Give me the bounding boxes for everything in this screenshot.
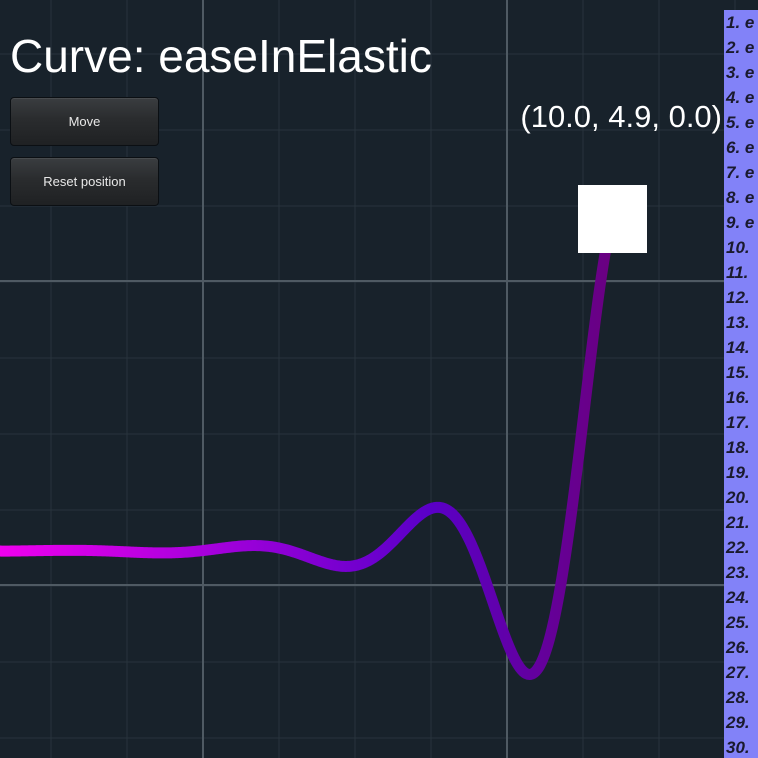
easing-list-item[interactable]: 21.: [726, 513, 750, 532]
easing-list-item[interactable]: 27.: [726, 663, 750, 682]
easing-list-item[interactable]: 6. e: [726, 138, 755, 157]
reset-position-button[interactable]: Reset position: [10, 157, 159, 206]
easing-list-item[interactable]: 9. e: [726, 213, 755, 232]
easing-curve: [0, 214, 618, 680]
easing-list-item[interactable]: 7. e: [726, 163, 755, 182]
easing-list-item[interactable]: 15.: [726, 363, 750, 382]
easing-list-item[interactable]: 19.: [726, 463, 750, 482]
easing-list-item[interactable]: 22.: [726, 538, 750, 557]
easing-list-item[interactable]: 1. e: [726, 13, 755, 32]
easing-list-item[interactable]: 18.: [726, 438, 750, 457]
curve-title: Curve: easeInElastic: [10, 30, 432, 82]
easing-list-item[interactable]: 4. e: [726, 88, 755, 107]
moving-cube-marker: [578, 185, 647, 253]
easing-list-item[interactable]: 28.: [726, 688, 750, 707]
easing-list-panel[interactable]: 1. e 2. e 3. e 4. e 5. e 6. e 7. e 8. e 9. e 10. 1…: [724, 10, 758, 758]
easing-list-item[interactable]: 29.: [726, 713, 750, 732]
easing-list-item[interactable]: 10.: [726, 238, 750, 257]
move-button[interactable]: Move: [10, 97, 159, 146]
easing-list-item[interactable]: 17.: [726, 413, 750, 432]
easing-list-item[interactable]: 16.: [726, 388, 750, 407]
easing-list-item[interactable]: 13.: [726, 313, 750, 332]
easing-list-item[interactable]: 12.: [726, 288, 750, 307]
easing-list-item[interactable]: 8. e: [726, 188, 755, 207]
easing-list-item[interactable]: 26.: [726, 638, 750, 657]
easing-list-item[interactable]: 2. e: [726, 38, 755, 57]
easing-list-item[interactable]: 20.: [726, 488, 750, 507]
easing-list-item[interactable]: 25.: [726, 613, 750, 632]
position-readout: (10.0, 4.9, 0.0): [520, 99, 722, 134]
easing-list-item[interactable]: 11.: [726, 263, 749, 282]
easing-list-item[interactable]: 3. e: [726, 63, 755, 82]
easing-list-item[interactable]: 5. e: [726, 113, 755, 132]
easing-list-item[interactable]: 14.: [726, 338, 750, 357]
easing-list-item[interactable]: 23.: [726, 563, 750, 582]
easing-list-item[interactable]: 24.: [726, 588, 750, 607]
easing-list-item[interactable]: 30.: [726, 738, 750, 757]
